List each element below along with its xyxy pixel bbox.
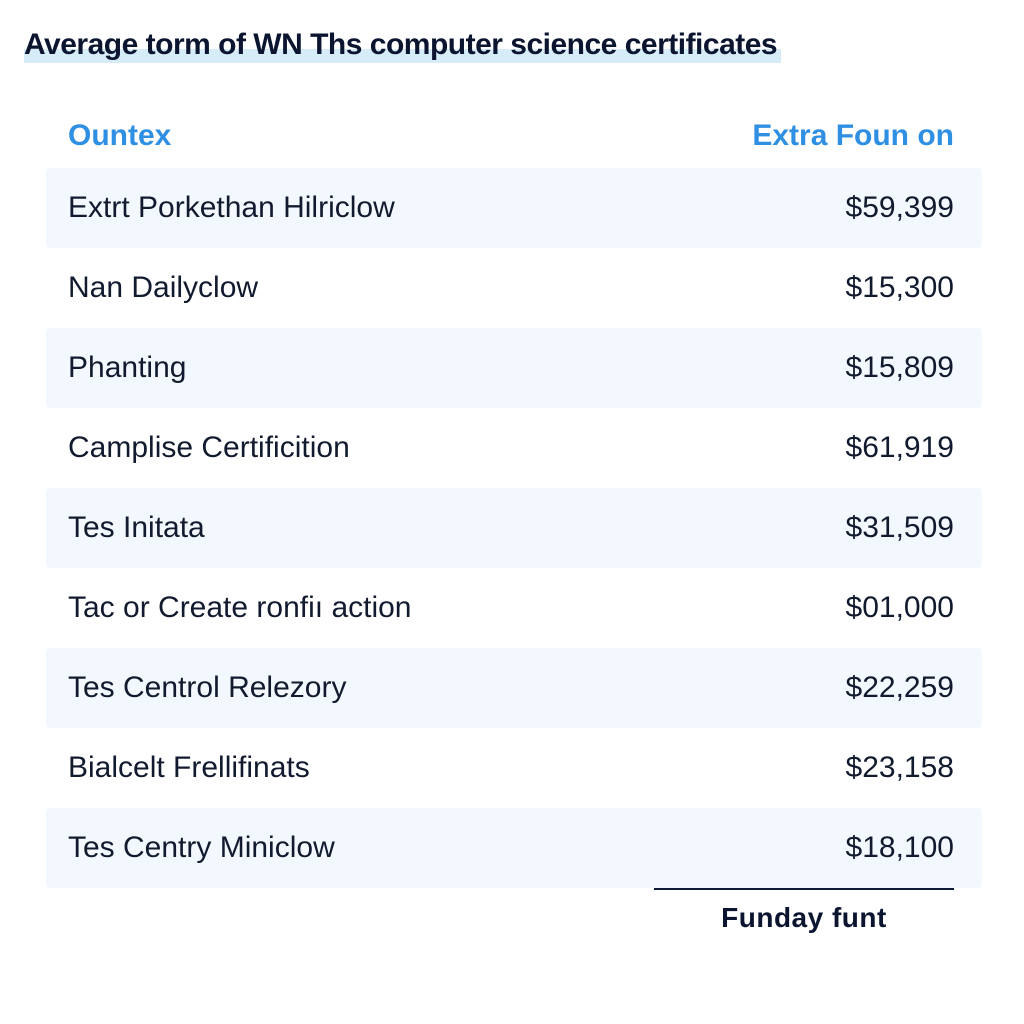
table-row: Tes Centrol Relezory$22,259: [46, 648, 982, 728]
cell-value: $61,919: [714, 431, 954, 465]
table-footer-label: Funday funt: [654, 888, 954, 934]
table-row: Bialcelt Frellifinats$23,158: [46, 728, 982, 808]
cell-name: Tac or Create ronfiı action: [68, 591, 714, 625]
table-row: Phanting$15,809: [46, 328, 982, 408]
table-header-row: Ountex Extra Foun on: [46, 104, 982, 168]
cell-name: Tes Centry Miniclow: [68, 831, 714, 865]
cell-name: Camplise Certificition: [68, 431, 714, 465]
page-title: Average torm of WN Ths computer science …: [24, 28, 781, 63]
cell-name: Tes Centrol Relezory: [68, 671, 714, 705]
column-header-name: Ountex: [68, 119, 714, 153]
data-table: Ountex Extra Foun on Extrt Porkethan Hil…: [46, 104, 982, 934]
cell-value: $59,399: [714, 191, 954, 225]
table-footer: Funday funt: [46, 888, 954, 934]
table-row: Tes Initata$31,509: [46, 488, 982, 568]
cell-name: Phanting: [68, 351, 714, 385]
table-body: Extrt Porkethan Hilriclow$59,399Nan Dail…: [46, 168, 982, 888]
table-row: Tac or Create ronfiı action$01,000: [46, 568, 982, 648]
cell-name: Extrt Porkethan Hilriclow: [68, 191, 714, 225]
cell-value: $31,509: [714, 511, 954, 545]
table-row: Nan Dailyclow$15,300: [46, 248, 982, 328]
cell-name: Tes Initata: [68, 511, 714, 545]
cell-value: $22,259: [714, 671, 954, 705]
cell-value: $18,100: [714, 831, 954, 865]
cell-value: $01,000: [714, 591, 954, 625]
cell-name: Bialcelt Frellifinats: [68, 751, 714, 785]
cell-name: Nan Dailyclow: [68, 271, 714, 305]
table-row: Tes Centry Miniclow$18,100: [46, 808, 982, 888]
cell-value: $15,300: [714, 271, 954, 305]
cell-value: $15,809: [714, 351, 954, 385]
table-row: Camplise Certificition$61,919: [46, 408, 982, 488]
cell-value: $23,158: [714, 751, 954, 785]
page: Average torm of WN Ths computer science …: [0, 0, 1024, 934]
table-row: Extrt Porkethan Hilriclow$59,399: [46, 168, 982, 248]
column-header-value: Extra Foun on: [714, 119, 954, 153]
